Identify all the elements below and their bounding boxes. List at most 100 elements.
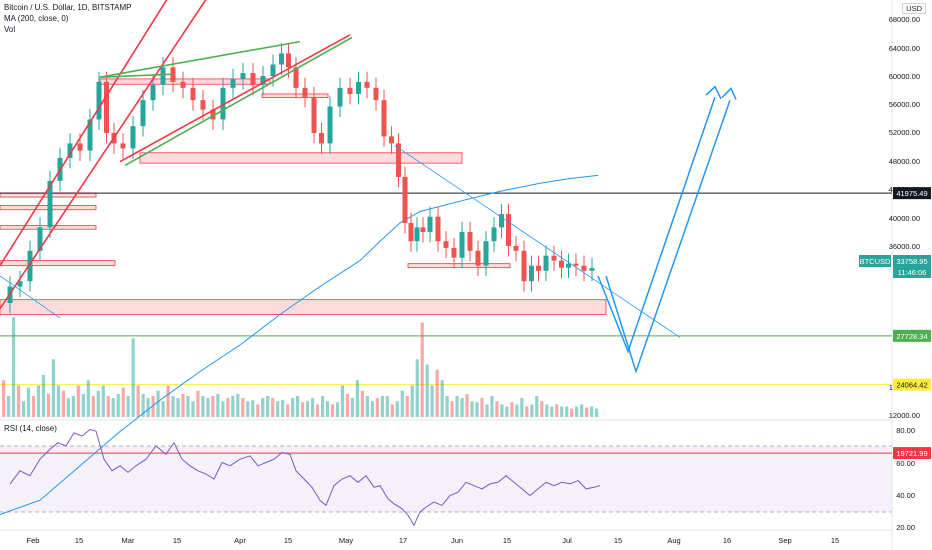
trend-lines[interactable]: [0, 0, 681, 338]
rsi-legend: RSI (14, close): [4, 424, 57, 433]
volume-bar: [555, 404, 559, 417]
zone-7: [407, 263, 511, 269]
volume-bar: [410, 385, 414, 417]
price-label-green-bg: [893, 329, 931, 342]
volume-bar: [56, 385, 61, 417]
price-tick-label: 52000.00: [889, 128, 920, 137]
volume-bar: [565, 406, 569, 417]
volume-bar: [345, 393, 350, 417]
volume-bar: [161, 401, 165, 417]
currency-label[interactable]: USD: [902, 3, 926, 14]
candle-body: [96, 81, 102, 120]
volume-bar: [121, 387, 125, 417]
candle-body: [293, 67, 299, 88]
candle-body: [435, 216, 441, 242]
candle-body: [513, 246, 519, 251]
candle-body: [190, 87, 196, 101]
price-label-black-bg: [893, 187, 931, 200]
rsi-band: [0, 446, 892, 512]
rsi-tick-label: 60.00: [896, 459, 915, 468]
candle-body: [459, 231, 465, 258]
volume-bar: [590, 406, 594, 417]
candle-body: [311, 97, 317, 133]
volume-bar: [246, 401, 250, 417]
price-label-yellow: 24064.42: [896, 381, 927, 390]
volume-bar: [236, 393, 240, 417]
time-tick-label: Aug: [667, 536, 680, 545]
candle-body: [230, 78, 236, 88]
volume-bar: [86, 380, 90, 417]
candle-body: [17, 281, 23, 287]
candle-body: [427, 216, 433, 232]
candle-body: [37, 227, 43, 251]
candle-body: [77, 143, 83, 151]
volume-bar: [510, 402, 514, 417]
volume-bar: [216, 393, 220, 417]
volume-bar: [465, 393, 469, 417]
volume-bar: [96, 390, 100, 417]
candle-body: [160, 67, 166, 85]
volume-bar: [146, 398, 150, 417]
price-tick-label: 56000.00: [889, 100, 920, 109]
horizontal-price-lines[interactable]: [0, 192, 892, 454]
candle-body: [120, 143, 126, 149]
volume-bar: [525, 406, 529, 417]
candle-body: [589, 268, 595, 271]
volume-bar: [405, 396, 409, 417]
volume-bar: [166, 385, 170, 417]
candle-body: [27, 250, 33, 282]
zone-6: [0, 260, 116, 267]
btc-price-label: 33758.95: [896, 257, 927, 266]
price-tick-label: 36000.00: [889, 242, 920, 251]
candle-body: [420, 227, 426, 232]
candle-body: [381, 100, 387, 137]
wedge-base: [99, 73, 173, 78]
volume-bar: [186, 396, 190, 417]
time-tick-label: Sep: [778, 536, 791, 545]
candle-body: [270, 64, 276, 76]
rsi-line: [9, 428, 601, 527]
time-tick-label: Jul: [562, 536, 572, 545]
volume-bar: [480, 398, 484, 417]
volume-bar: [570, 408, 574, 417]
volume-bar: [560, 406, 564, 417]
axes: 68000.00 64000.00 60000.00 56000.00 52000.00…: [27, 15, 931, 545]
candle-body: [408, 222, 414, 242]
volume-bar: [296, 396, 300, 417]
projection-path[interactable]: [597, 85, 737, 374]
volume-bar: [430, 385, 434, 417]
rsi-tick-label: 40.00: [896, 491, 915, 500]
volume-bar: [315, 404, 320, 417]
price-tick-label: 64000.00: [889, 44, 920, 53]
volume-bar: [530, 404, 534, 417]
volume-bar: [350, 398, 355, 417]
candle-body: [67, 143, 73, 158]
volume-bar: [206, 398, 210, 417]
volume-bar: [131, 338, 135, 417]
descending-trendline: [394, 145, 681, 338]
candle-body: [499, 214, 504, 228]
candle-body: [337, 87, 343, 107]
candle-body: [414, 227, 420, 242]
price-label-yellow-bg: [893, 378, 931, 391]
time-tick-label: 15: [503, 536, 511, 545]
volume-bar: [460, 398, 464, 417]
projection-line-1: [605, 99, 731, 374]
volume-bar: [231, 396, 235, 417]
candle-body: [220, 87, 226, 120]
volume-bar: [226, 398, 230, 417]
time-tick-label: 15: [284, 536, 292, 545]
volume-bar: [595, 408, 599, 417]
volume-bar: [171, 396, 175, 417]
time-tick-label: 15: [614, 536, 622, 545]
rsi-tick-label: 80.00: [896, 426, 915, 435]
volume-bar: [111, 398, 115, 417]
volume-bar: [196, 390, 200, 417]
volume-bar: [201, 396, 205, 417]
candle-body: [170, 67, 176, 82]
time-tick-label: Mar: [122, 536, 135, 545]
candle-body: [543, 255, 549, 271]
volume-bar: [500, 404, 504, 417]
zone-8: [0, 299, 607, 315]
